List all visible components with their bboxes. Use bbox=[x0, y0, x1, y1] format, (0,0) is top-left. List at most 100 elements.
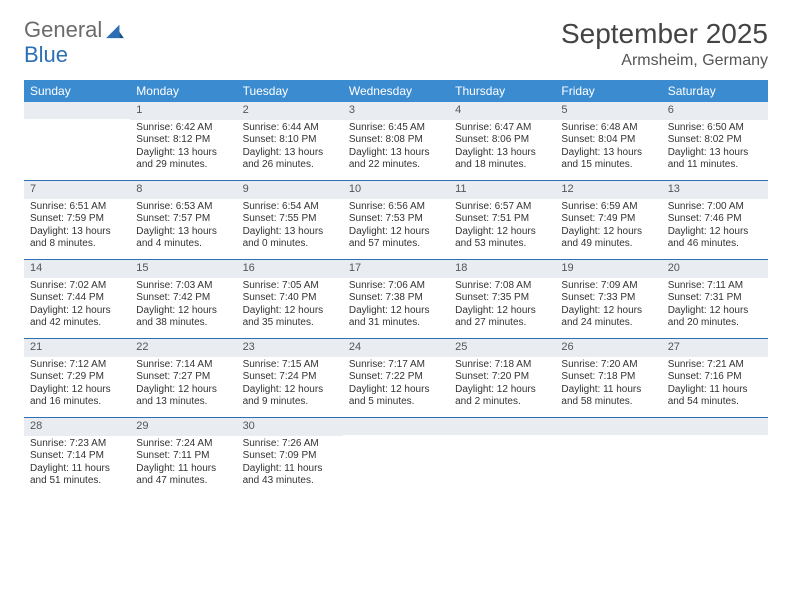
day-body: Sunrise: 6:44 AMSunset: 8:10 PMDaylight:… bbox=[237, 120, 343, 176]
day-cell: 18Sunrise: 7:08 AMSunset: 7:35 PMDayligh… bbox=[449, 260, 555, 338]
daylight-text: Daylight: 13 hours and 15 minutes. bbox=[561, 147, 655, 172]
week-row: 1Sunrise: 6:42 AMSunset: 8:12 PMDaylight… bbox=[24, 102, 768, 181]
day-number: 21 bbox=[24, 339, 130, 357]
day-number: 15 bbox=[130, 260, 236, 278]
day-body: Sunrise: 7:11 AMSunset: 7:31 PMDaylight:… bbox=[662, 278, 768, 334]
day-body: Sunrise: 7:20 AMSunset: 7:18 PMDaylight:… bbox=[555, 357, 661, 413]
day-cell: 23 Sunrise: 7:15 AMSunset: 7:24 PMDayligh… bbox=[237, 339, 343, 417]
sunset-text: Sunset: 8:06 PM bbox=[455, 134, 549, 147]
sunrise-text: Sunrise: 6:54 AM bbox=[243, 201, 337, 214]
day-number: 12 bbox=[555, 181, 661, 199]
sunset-text: Sunset: 7:29 PM bbox=[30, 371, 124, 384]
day-number: 18 bbox=[449, 260, 555, 278]
daylight-text: Daylight: 12 hours and 13 minutes. bbox=[136, 384, 230, 409]
day-cell: 16Sunrise: 7:05 AMSunset: 7:40 PMDayligh… bbox=[237, 260, 343, 338]
daylight-text: Daylight: 11 hours and 51 minutes. bbox=[30, 463, 124, 488]
sunset-text: Sunset: 7:55 PM bbox=[243, 213, 337, 226]
day-header-row: Sunday Monday Tuesday Wednesday Thursday… bbox=[24, 80, 768, 102]
daylight-text: Daylight: 12 hours and 5 minutes. bbox=[349, 384, 443, 409]
day-number: 19 bbox=[555, 260, 661, 278]
sunrise-text: Sunrise: 7:15 AM bbox=[243, 359, 337, 372]
day-cell: 15Sunrise: 7:03 AMSunset: 7:42 PMDayligh… bbox=[130, 260, 236, 338]
day-number: 13 bbox=[662, 181, 768, 199]
sunrise-text: Sunrise: 6:56 AM bbox=[349, 201, 443, 214]
day-cell: 2Sunrise: 6:44 AMSunset: 8:10 PMDaylight… bbox=[237, 102, 343, 180]
sunset-text: Sunset: 8:04 PM bbox=[561, 134, 655, 147]
day-number bbox=[662, 418, 768, 435]
sunset-text: Sunset: 7:14 PM bbox=[30, 450, 124, 463]
sunrise-text: Sunrise: 6:57 AM bbox=[455, 201, 549, 214]
daylight-text: Daylight: 12 hours and 24 minutes. bbox=[561, 305, 655, 330]
day-body: Sunrise: 7:17 AMSunset: 7:22 PMDaylight:… bbox=[343, 357, 449, 413]
day-number: 8 bbox=[130, 181, 236, 199]
sunrise-text: Sunrise: 7:05 AM bbox=[243, 280, 337, 293]
sunrise-text: Sunrise: 6:44 AM bbox=[243, 122, 337, 135]
sunrise-text: Sunrise: 6:42 AM bbox=[136, 122, 230, 135]
day-number: 5 bbox=[555, 102, 661, 120]
day-cell bbox=[24, 102, 130, 180]
sunrise-text: Sunrise: 7:09 AM bbox=[561, 280, 655, 293]
day-header: Thursday bbox=[449, 80, 555, 102]
daylight-text: Daylight: 11 hours and 47 minutes. bbox=[136, 463, 230, 488]
day-number: 9 bbox=[237, 181, 343, 199]
day-cell bbox=[449, 418, 555, 496]
title-block: September 2025 Armsheim, Germany bbox=[561, 18, 768, 70]
sunset-text: Sunset: 7:53 PM bbox=[349, 213, 443, 226]
sunset-text: Sunset: 7:16 PM bbox=[668, 371, 762, 384]
location: Armsheim, Germany bbox=[561, 52, 768, 70]
daylight-text: Daylight: 13 hours and 0 minutes. bbox=[243, 226, 337, 251]
day-body: Sunrise: 7:21 AMSunset: 7:16 PMDaylight:… bbox=[662, 357, 768, 413]
day-body: Sunrise: 7:23 AMSunset: 7:14 PMDaylight:… bbox=[24, 436, 130, 492]
daylight-text: Daylight: 13 hours and 11 minutes. bbox=[668, 147, 762, 172]
sunset-text: Sunset: 7:33 PM bbox=[561, 292, 655, 305]
day-cell: 13 Sunrise: 7:00 AMSunset: 7:46 PMDayligh… bbox=[662, 181, 768, 259]
daylight-text: Daylight: 12 hours and 57 minutes. bbox=[349, 226, 443, 251]
daylight-text: Daylight: 12 hours and 46 minutes. bbox=[668, 226, 762, 251]
week-row: 28Sunrise: 7:23 AMSunset: 7:14 PMDayligh… bbox=[24, 418, 768, 496]
sunrise-text: Sunrise: 7:26 AM bbox=[243, 438, 337, 451]
day-body: Sunrise: 7:18 AMSunset: 7:20 PMDaylight:… bbox=[449, 357, 555, 413]
sunset-text: Sunset: 7:18 PM bbox=[561, 371, 655, 384]
daylight-text: Daylight: 13 hours and 22 minutes. bbox=[349, 147, 443, 172]
sunrise-text: Sunrise: 7:12 AM bbox=[30, 359, 124, 372]
sunrise-text: Sunrise: 7:00 AM bbox=[668, 201, 762, 214]
day-body: Sunrise: 6:48 AMSunset: 8:04 PMDaylight:… bbox=[555, 120, 661, 176]
day-number: 11 bbox=[449, 181, 555, 199]
sunset-text: Sunset: 7:24 PM bbox=[243, 371, 337, 384]
sunset-text: Sunset: 7:46 PM bbox=[668, 213, 762, 226]
sunrise-text: Sunrise: 7:23 AM bbox=[30, 438, 124, 451]
day-cell: 26Sunrise: 7:20 AMSunset: 7:18 PMDayligh… bbox=[555, 339, 661, 417]
day-number: 22 bbox=[130, 339, 236, 357]
day-cell: 4Sunrise: 6:47 AMSunset: 8:06 PMDaylight… bbox=[449, 102, 555, 180]
day-cell: 6Sunrise: 6:50 AMSunset: 8:02 PMDaylight… bbox=[662, 102, 768, 180]
day-number: 1 bbox=[130, 102, 236, 120]
sunrise-text: Sunrise: 6:53 AM bbox=[136, 201, 230, 214]
sunrise-text: Sunrise: 7:21 AM bbox=[668, 359, 762, 372]
day-cell: 25Sunrise: 7:18 AMSunset: 7:20 PMDayligh… bbox=[449, 339, 555, 417]
day-number bbox=[449, 418, 555, 435]
daylight-text: Daylight: 12 hours and 9 minutes. bbox=[243, 384, 337, 409]
sunrise-text: Sunrise: 6:59 AM bbox=[561, 201, 655, 214]
daylight-text: Daylight: 13 hours and 29 minutes. bbox=[136, 147, 230, 172]
sunrise-text: Sunrise: 6:47 AM bbox=[455, 122, 549, 135]
day-cell bbox=[343, 418, 449, 496]
sunrise-text: Sunrise: 7:17 AM bbox=[349, 359, 443, 372]
sunset-text: Sunset: 7:27 PM bbox=[136, 371, 230, 384]
day-cell: 5Sunrise: 6:48 AMSunset: 8:04 PMDaylight… bbox=[555, 102, 661, 180]
day-body: Sunrise: 7:08 AMSunset: 7:35 PMDaylight:… bbox=[449, 278, 555, 334]
day-number: 30 bbox=[237, 418, 343, 436]
daylight-text: Daylight: 12 hours and 20 minutes. bbox=[668, 305, 762, 330]
daylight-text: Daylight: 11 hours and 43 minutes. bbox=[243, 463, 337, 488]
day-body: Sunrise: 6:57 AMSunset: 7:51 PMDaylight:… bbox=[449, 199, 555, 255]
day-cell: 14Sunrise: 7:02 AMSunset: 7:44 PMDayligh… bbox=[24, 260, 130, 338]
sunrise-text: Sunrise: 6:50 AM bbox=[668, 122, 762, 135]
day-header: Monday bbox=[130, 80, 236, 102]
day-number: 23 bbox=[237, 339, 343, 357]
sunset-text: Sunset: 8:10 PM bbox=[243, 134, 337, 147]
daylight-text: Daylight: 12 hours and 53 minutes. bbox=[455, 226, 549, 251]
sunset-text: Sunset: 7:22 PM bbox=[349, 371, 443, 384]
daylight-text: Daylight: 13 hours and 26 minutes. bbox=[243, 147, 337, 172]
day-body: Sunrise: 6:59 AMSunset: 7:49 PMDaylight:… bbox=[555, 199, 661, 255]
day-cell: 1Sunrise: 6:42 AMSunset: 8:12 PMDaylight… bbox=[130, 102, 236, 180]
daylight-text: Daylight: 12 hours and 38 minutes. bbox=[136, 305, 230, 330]
